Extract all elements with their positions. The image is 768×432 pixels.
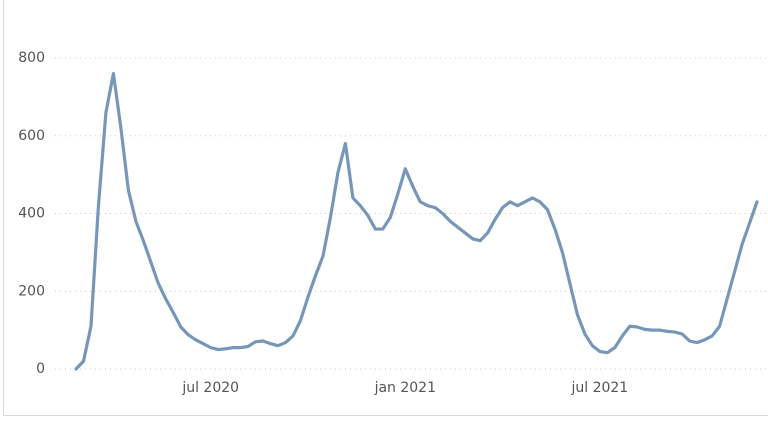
- y-tick-label: 600: [18, 128, 45, 144]
- y-tick-label: 0: [36, 361, 45, 377]
- y-tick-label: 200: [18, 283, 45, 299]
- data-line: [74, 71, 759, 371]
- card-border: [3, 0, 768, 416]
- x-tick-label: jan 2021: [374, 380, 436, 396]
- y-tick-label: 800: [18, 50, 45, 66]
- x-tick-label: jul 2020: [181, 380, 239, 396]
- y-tick-label: 400: [18, 206, 45, 222]
- x-tick-label: jul 2021: [570, 380, 628, 396]
